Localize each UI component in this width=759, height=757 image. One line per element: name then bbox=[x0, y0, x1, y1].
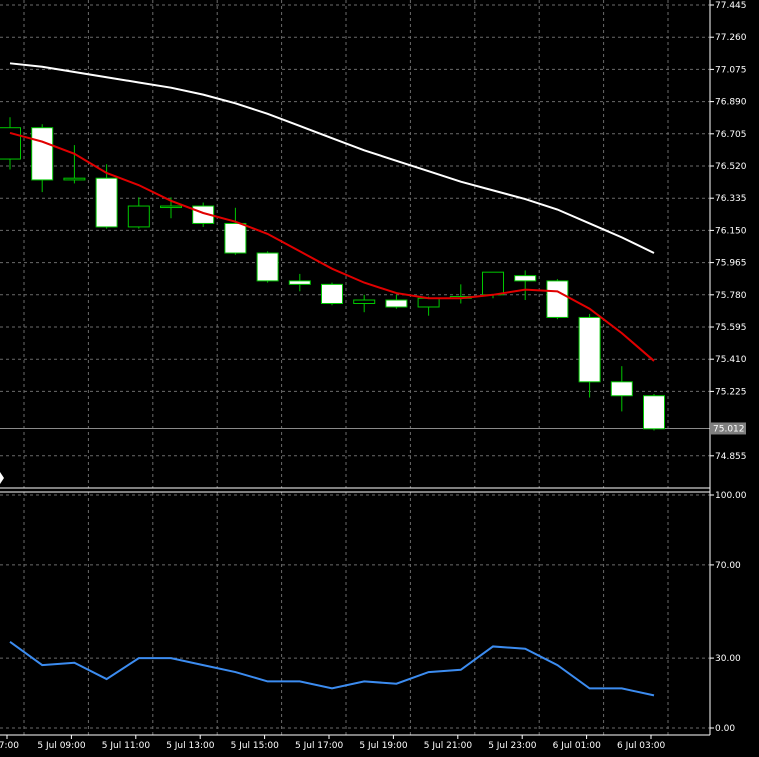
candle bbox=[127, 197, 150, 229]
oscillator-line bbox=[9, 640, 655, 697]
y-tick-label: 76.705 bbox=[715, 130, 747, 140]
y-tick-label: 74.855 bbox=[715, 452, 747, 462]
x-tick-label: 5 Jul 15:00 bbox=[231, 741, 280, 751]
osc-y-tick-label: 100.00 bbox=[715, 491, 747, 501]
bull-candle-body bbox=[353, 299, 376, 305]
bear-candle-body bbox=[224, 222, 247, 254]
bear-candle-body bbox=[385, 299, 408, 308]
candle bbox=[31, 124, 54, 193]
bear-candle-body bbox=[578, 316, 601, 383]
current-price-tag bbox=[711, 422, 746, 435]
x-tick-label: 6 Jul 01:00 bbox=[553, 741, 602, 751]
bear-candle-body bbox=[31, 127, 54, 181]
x-tick-label: 5 Jul 23:00 bbox=[488, 741, 537, 751]
y-tick-label: 75.225 bbox=[715, 387, 747, 397]
bear-candle-body bbox=[610, 381, 633, 397]
x-tick-label: 07:00 bbox=[0, 741, 19, 751]
y-tick-label: 76.890 bbox=[715, 98, 747, 108]
x-tick-label: 5 Jul 17:00 bbox=[295, 741, 344, 751]
current-price-label: 75.012 bbox=[713, 424, 745, 434]
axes: 77.445 77.260 77.075 76.890 76.705 76.520 76.3… bbox=[0, 0, 747, 751]
y-tick-label: 76.335 bbox=[715, 194, 747, 204]
candle bbox=[0, 117, 21, 170]
y-tick-label: 76.150 bbox=[715, 226, 747, 236]
main-panel bbox=[0, 0, 710, 488]
y-tick-label: 75.595 bbox=[715, 323, 747, 333]
candle bbox=[578, 313, 601, 398]
x-tick-label: 5 Jul 21:00 bbox=[424, 741, 473, 751]
candle bbox=[353, 294, 376, 313]
x-tick-label: 5 Jul 09:00 bbox=[37, 741, 86, 751]
x-tick-label: 6 Jul 03:00 bbox=[617, 741, 666, 751]
x-tick-label: 5 Jul 11:00 bbox=[102, 741, 151, 751]
ma-fast-line bbox=[9, 131, 655, 362]
scroll-marker-icon bbox=[0, 472, 4, 484]
bear-candle-body bbox=[321, 283, 343, 305]
y-tick-label: 75.965 bbox=[715, 259, 747, 269]
y-tick-label: 77.260 bbox=[715, 33, 747, 43]
y-tick-label: 76.520 bbox=[715, 162, 747, 172]
bear-candle-body bbox=[256, 252, 279, 282]
bull-candle-body bbox=[127, 205, 150, 228]
bear-candle-body bbox=[288, 280, 311, 285]
candle bbox=[63, 145, 86, 184]
candle bbox=[610, 366, 633, 412]
bear-candle-body bbox=[546, 280, 569, 318]
ma-slow-line bbox=[9, 62, 655, 254]
bear-candle-body bbox=[514, 275, 537, 282]
y-tick-label: 75.780 bbox=[715, 291, 747, 301]
bear-candle-body bbox=[95, 177, 118, 228]
candle bbox=[385, 294, 408, 309]
candle bbox=[643, 394, 665, 431]
oscillator-panel bbox=[0, 492, 710, 735]
candle bbox=[224, 207, 247, 255]
bull-candle-body bbox=[0, 127, 21, 160]
bull-candle-body bbox=[417, 297, 440, 308]
osc-y-tick-label: 30.00 bbox=[715, 654, 741, 664]
bull-candle-body bbox=[63, 177, 86, 181]
x-tick-label: 5 Jul 13:00 bbox=[166, 741, 215, 751]
y-tick-label: 77.075 bbox=[715, 65, 747, 75]
y-tick-label: 75.410 bbox=[715, 355, 747, 365]
y-tick-label: 77.445 bbox=[715, 1, 747, 11]
osc-y-tick-label: 0.00 bbox=[715, 724, 735, 734]
candle bbox=[256, 251, 279, 283]
candle bbox=[321, 282, 343, 306]
x-tick-label: 5 Jul 19:00 bbox=[359, 741, 408, 751]
candle bbox=[449, 284, 472, 304]
bull-candle-body bbox=[160, 205, 182, 209]
candle bbox=[546, 279, 569, 320]
candle bbox=[514, 270, 537, 301]
bear-candle-body bbox=[643, 395, 665, 430]
bull-candle-body bbox=[482, 271, 504, 296]
candle bbox=[95, 164, 118, 229]
candle bbox=[417, 296, 440, 316]
candle bbox=[288, 273, 311, 292]
osc-y-tick-label: 70.00 bbox=[715, 561, 741, 571]
